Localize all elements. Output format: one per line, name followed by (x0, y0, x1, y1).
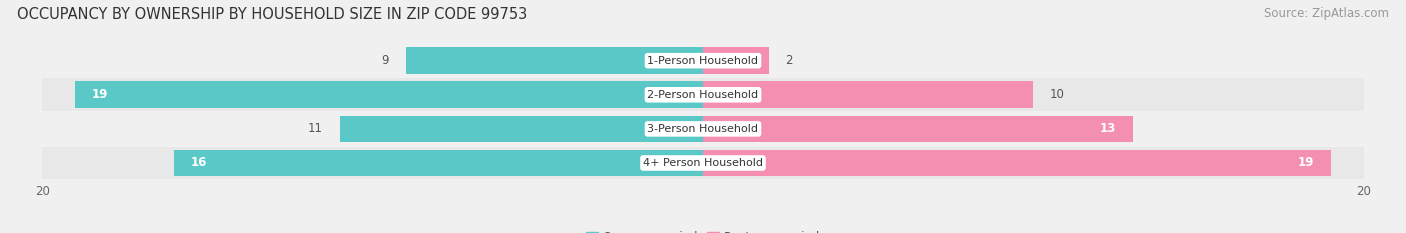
Text: 2: 2 (786, 54, 793, 67)
Text: 16: 16 (191, 157, 207, 169)
Text: 3-Person Household: 3-Person Household (648, 124, 758, 134)
Text: 4+ Person Household: 4+ Person Household (643, 158, 763, 168)
Bar (42, 79, 1364, 111)
Bar (405, 47, 703, 74)
Text: OCCUPANCY BY OWNERSHIP BY HOUSEHOLD SIZE IN ZIP CODE 99753: OCCUPANCY BY OWNERSHIP BY HOUSEHOLD SIZE… (17, 7, 527, 22)
Bar (703, 82, 1033, 108)
Bar (703, 47, 769, 74)
Bar (42, 113, 1364, 145)
Bar (339, 116, 703, 142)
Text: Source: ZipAtlas.com: Source: ZipAtlas.com (1264, 7, 1389, 20)
Bar (42, 147, 1364, 179)
Bar (703, 150, 1330, 176)
Text: 9: 9 (381, 54, 389, 67)
Bar (75, 82, 703, 108)
Text: 2-Person Household: 2-Person Household (647, 90, 759, 100)
Bar (42, 44, 1364, 77)
Legend: Owner-occupied, Renter-occupied: Owner-occupied, Renter-occupied (581, 226, 825, 233)
Text: 13: 13 (1099, 122, 1116, 135)
Text: 11: 11 (308, 122, 323, 135)
Text: 10: 10 (1050, 88, 1064, 101)
Text: 19: 19 (91, 88, 108, 101)
Text: 19: 19 (1298, 157, 1315, 169)
Bar (174, 150, 703, 176)
Text: 1-Person Household: 1-Person Household (648, 56, 758, 66)
Bar (703, 116, 1133, 142)
